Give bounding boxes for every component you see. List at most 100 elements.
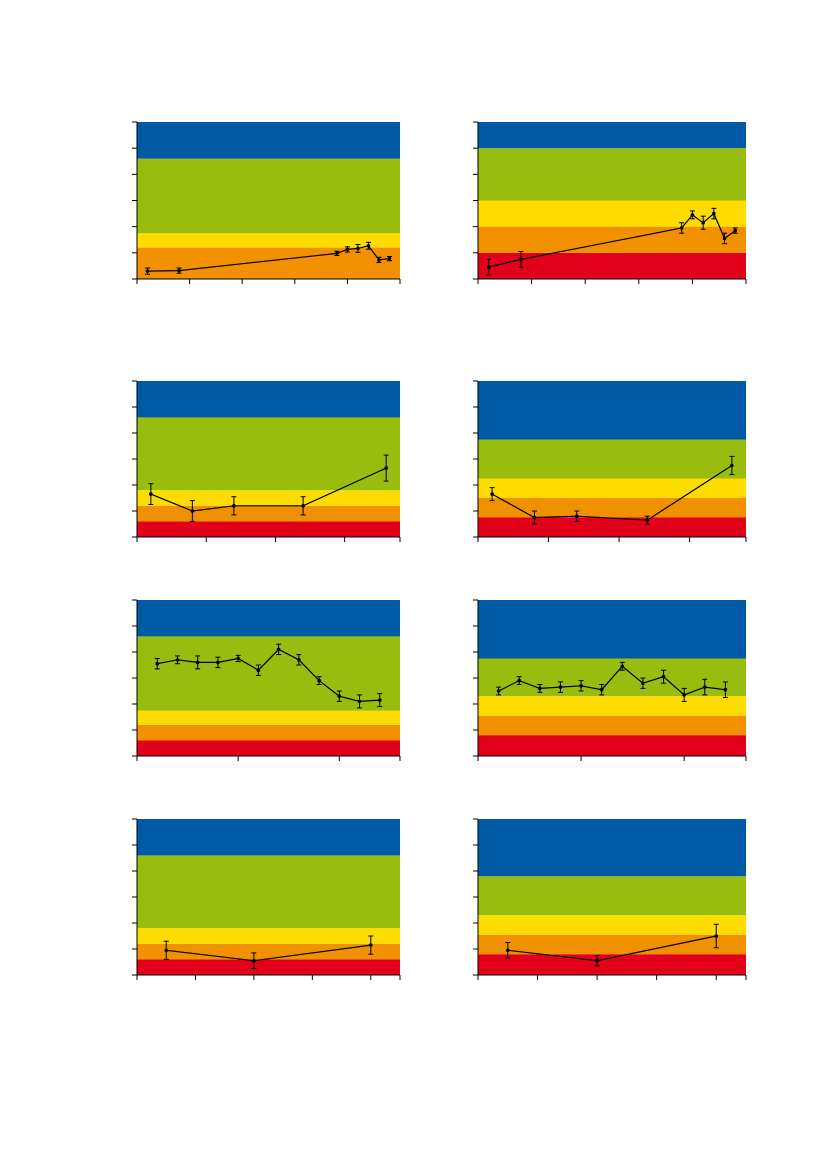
- data-point: [532, 515, 537, 520]
- series-line: [488, 212, 736, 268]
- data-point: [620, 664, 625, 669]
- chart-panel-5: [132, 599, 401, 761]
- data-point: [486, 265, 491, 270]
- band-red: [137, 521, 400, 537]
- data-point: [519, 257, 523, 262]
- data-point: [517, 678, 522, 683]
- band-red: [478, 252, 746, 279]
- band-yellow: [137, 233, 400, 248]
- data-point: [297, 658, 301, 662]
- data-point: [232, 504, 236, 508]
- data-point: [496, 689, 501, 693]
- data-point: [733, 228, 738, 233]
- band-green: [478, 439, 746, 479]
- data-point: [366, 243, 371, 248]
- data-point: [641, 681, 645, 685]
- data-point: [145, 269, 150, 273]
- data-point: [505, 948, 510, 953]
- chart-panel-8: [473, 818, 747, 980]
- band-green: [478, 876, 746, 916]
- data-point: [714, 934, 719, 938]
- chart-panel-2: [473, 121, 747, 284]
- series-line: [498, 665, 726, 696]
- data-point: [661, 674, 666, 679]
- band-green: [137, 158, 400, 234]
- band-blue: [137, 122, 400, 159]
- band-red: [478, 735, 746, 756]
- data-point: [377, 258, 381, 262]
- data-point: [216, 660, 220, 665]
- data-point: [256, 668, 261, 672]
- band-orange: [137, 247, 400, 279]
- band-red: [137, 959, 400, 975]
- data-point: [682, 693, 686, 697]
- data-point: [149, 492, 153, 496]
- band-blue: [137, 381, 400, 418]
- chart-panel-7: [132, 818, 401, 980]
- data-point: [702, 685, 707, 689]
- data-point: [236, 656, 240, 661]
- data-point: [276, 647, 281, 652]
- data-point: [579, 684, 583, 688]
- data-point: [190, 509, 195, 513]
- data-point: [335, 251, 339, 256]
- data-point: [155, 661, 160, 666]
- data-point: [177, 268, 181, 273]
- band-orange: [137, 943, 400, 960]
- band-red: [478, 517, 746, 537]
- data-point: [164, 948, 169, 953]
- data-point: [595, 958, 599, 963]
- band-red: [137, 740, 400, 756]
- band-green: [137, 636, 400, 711]
- chart-panel-3: [132, 380, 401, 542]
- band-yellow: [137, 490, 400, 506]
- band-blue: [478, 819, 746, 877]
- data-point: [345, 247, 350, 252]
- data-point: [690, 213, 695, 217]
- chart-panel-4: [473, 380, 747, 542]
- band-yellow: [478, 915, 746, 935]
- data-point: [712, 211, 716, 216]
- data-point: [490, 492, 494, 496]
- data-point: [538, 686, 542, 691]
- data-point: [195, 660, 200, 665]
- band-yellow: [478, 200, 746, 227]
- data-point: [722, 236, 727, 241]
- band-blue: [137, 600, 400, 637]
- band-blue: [478, 381, 746, 440]
- data-point: [377, 698, 382, 702]
- band-yellow: [478, 478, 746, 498]
- band-blue: [478, 122, 746, 149]
- data-point: [337, 694, 342, 698]
- data-point: [558, 685, 563, 689]
- data-point: [356, 246, 360, 251]
- band-orange: [478, 498, 746, 518]
- data-point: [357, 699, 362, 704]
- band-yellow: [137, 928, 400, 944]
- band-red: [478, 954, 746, 975]
- band-yellow: [137, 710, 400, 725]
- chart-panel-6: [473, 599, 747, 761]
- band-blue: [478, 600, 746, 659]
- data-point: [252, 958, 256, 963]
- band-yellow: [478, 696, 746, 716]
- band-orange: [137, 724, 400, 741]
- chart-panel-1: [132, 121, 401, 284]
- data-point: [723, 687, 728, 692]
- data-point: [384, 466, 388, 470]
- band-orange: [478, 226, 746, 253]
- band-green: [137, 855, 400, 929]
- band-green: [478, 148, 746, 201]
- series-line: [157, 648, 380, 703]
- band-orange: [478, 934, 746, 955]
- data-point: [317, 678, 321, 683]
- data-point: [574, 514, 579, 518]
- data-point: [701, 220, 705, 225]
- band-orange: [478, 715, 746, 736]
- data-point: [387, 256, 392, 261]
- data-point: [301, 504, 305, 508]
- band-blue: [137, 819, 400, 856]
- band-green: [137, 417, 400, 491]
- data-point: [599, 687, 604, 692]
